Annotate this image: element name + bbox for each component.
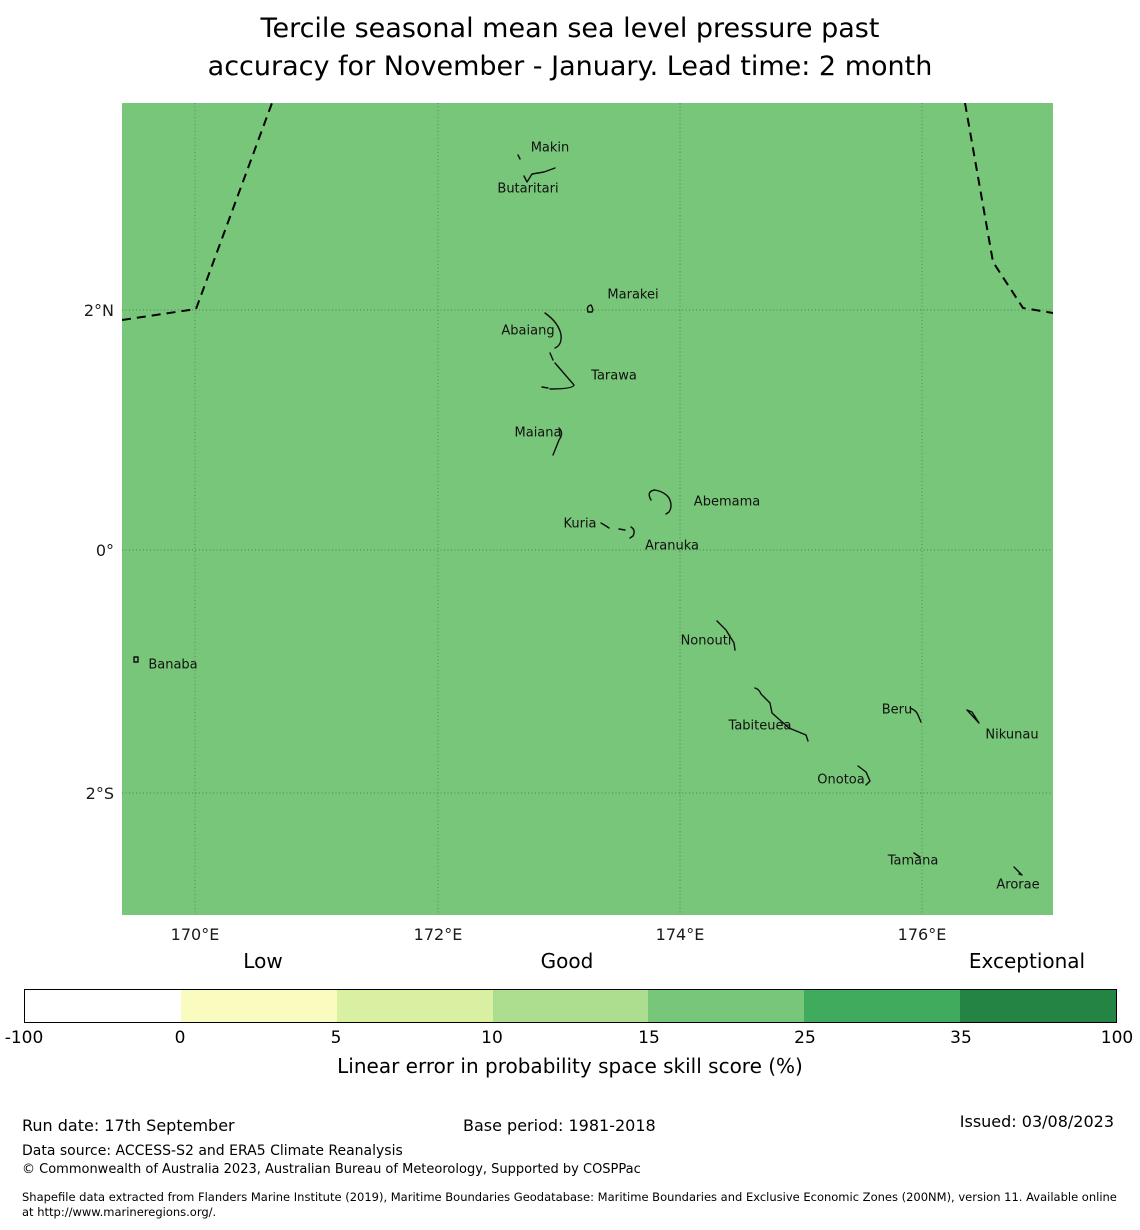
colorbar-axis-label: Linear error in probability space skill … bbox=[337, 1054, 803, 1078]
run-date-text: Run date: 17th September bbox=[22, 1116, 235, 1135]
copyright-text: © Commonwealth of Australia 2023, Austra… bbox=[22, 1162, 641, 1177]
colorbar-segment bbox=[492, 990, 649, 1022]
x-tick-170e: 170°E bbox=[170, 925, 220, 944]
shapefile-note: Shapefile data extracted from Flanders M… bbox=[22, 1190, 1117, 1219]
island-label-marakei: Marakei bbox=[607, 287, 659, 303]
island-label-onotoa: Onotoa bbox=[817, 772, 865, 788]
island-abemama bbox=[648, 489, 672, 515]
colorbar-segment bbox=[25, 990, 181, 1022]
island-label-kuria: Kuria bbox=[563, 516, 597, 532]
island-label-arorae: Arorae bbox=[996, 877, 1040, 893]
colorbar-segment bbox=[180, 990, 337, 1022]
map-panel: Makin Butaritari Marakei Abaiang Tarawa … bbox=[122, 103, 1053, 915]
colorbar-segment bbox=[336, 990, 493, 1022]
y-tick-2n: 2°N bbox=[83, 301, 114, 320]
island-label-beru: Beru bbox=[881, 702, 913, 718]
island-label-maiana: Maiana bbox=[514, 425, 562, 441]
issued-text: Issued: 03/08/2023 bbox=[959, 1112, 1114, 1131]
island-makin bbox=[517, 154, 521, 160]
cb-tick-100: 100 bbox=[1100, 1028, 1134, 1048]
x-tick-176e: 176°E bbox=[897, 925, 947, 944]
x-tick-174e: 174°E bbox=[655, 925, 705, 944]
island-label-aranuka: Aranuka bbox=[645, 538, 699, 554]
eez-boundary-east bbox=[964, 103, 1053, 314]
island-kuria bbox=[600, 522, 610, 529]
colorbar-segment bbox=[960, 990, 1117, 1022]
eez-boundary-west bbox=[122, 103, 273, 321]
graticule-gridlines bbox=[122, 103, 1053, 915]
island-label-tabiteuea: Tabiteuea bbox=[728, 718, 792, 734]
island-label-tarawa: Tarawa bbox=[591, 368, 637, 384]
island-label-banaba: Banaba bbox=[148, 657, 198, 673]
x-tick-172e: 172°E bbox=[413, 925, 463, 944]
legend-label-low: Low bbox=[243, 949, 283, 973]
island-tabiteuea bbox=[754, 687, 809, 742]
colorbar bbox=[24, 989, 1117, 1023]
y-tick-0: 0° bbox=[95, 541, 114, 560]
island-marakei bbox=[586, 304, 594, 313]
data-source-text: Data source: ACCESS-S2 and ERA5 Climate … bbox=[22, 1143, 403, 1159]
island-butaritari bbox=[523, 167, 556, 183]
island-tarawa bbox=[541, 352, 575, 390]
legend-label-good: Good bbox=[540, 949, 594, 973]
island-beru bbox=[909, 707, 922, 723]
colorbar-segment bbox=[648, 990, 805, 1022]
island-onotoa bbox=[857, 765, 871, 786]
title-line-2: accuracy for November - January. Lead ti… bbox=[207, 51, 933, 82]
island-banaba bbox=[133, 656, 139, 663]
y-tick-2s: 2°S bbox=[85, 784, 114, 803]
island-label-nikunau: Nikunau bbox=[985, 727, 1039, 743]
island-label-butaritari: Butaritari bbox=[497, 181, 559, 197]
island-label-tamana: Tamana bbox=[887, 853, 939, 869]
legend-label-exceptional: Exceptional bbox=[968, 949, 1086, 973]
colorbar-segment bbox=[804, 990, 961, 1022]
island-coastlines bbox=[133, 154, 1023, 876]
island-arorae bbox=[1013, 866, 1023, 876]
base-period-text: Base period: 1981-2018 bbox=[463, 1116, 656, 1135]
island-tamana bbox=[913, 852, 921, 858]
island-label-nonouti: Nonouti bbox=[680, 633, 732, 649]
island-nonouti bbox=[716, 620, 736, 651]
island-nikunau bbox=[966, 709, 980, 724]
cb-tick-15: 15 bbox=[638, 1028, 660, 1048]
map-canvas bbox=[122, 103, 1053, 915]
cb-tick-neg100: -100 bbox=[4, 1028, 44, 1048]
island-label-makin: Makin bbox=[530, 140, 570, 156]
cb-tick-25: 25 bbox=[794, 1028, 816, 1048]
cb-tick-0: 0 bbox=[174, 1028, 186, 1048]
island-abaiang bbox=[544, 312, 562, 349]
island-aranuka bbox=[618, 526, 635, 539]
eez-boundary-lines bbox=[122, 103, 1053, 321]
island-maiana bbox=[552, 427, 563, 456]
island-label-abaiang: Abaiang bbox=[501, 323, 555, 339]
cb-tick-10: 10 bbox=[481, 1028, 503, 1048]
island-label-abemama: Abemama bbox=[693, 494, 761, 510]
cb-tick-35: 35 bbox=[950, 1028, 972, 1048]
title-line-1: Tercile seasonal mean sea level pressure… bbox=[260, 13, 880, 44]
page-title: Tercile seasonal mean sea level pressure… bbox=[0, 10, 1140, 86]
cb-tick-5: 5 bbox=[330, 1028, 342, 1048]
